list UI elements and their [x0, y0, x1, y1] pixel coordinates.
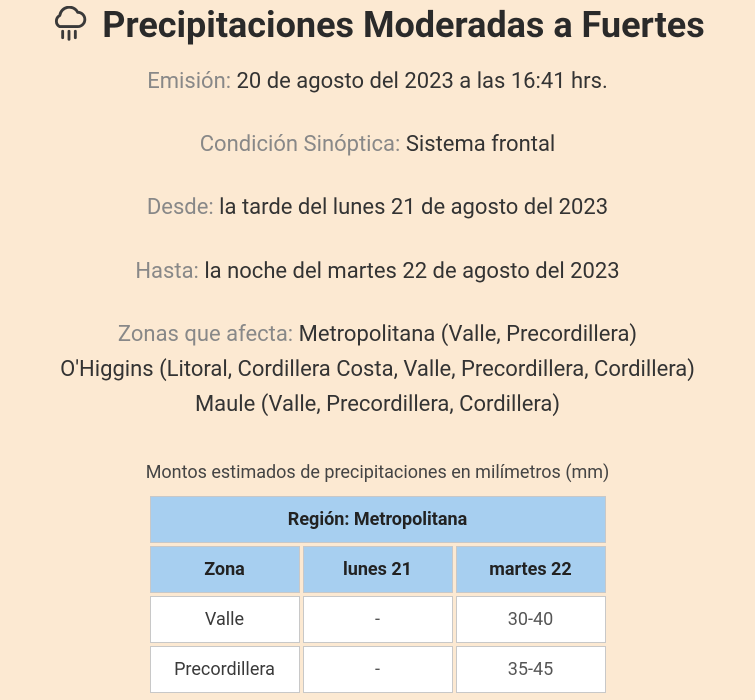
- emission-value: 20 de agosto del 2023 a las 16:41 hrs.: [237, 69, 608, 94]
- col-zone: Zona: [150, 546, 300, 593]
- cell-d2: 30-40: [456, 596, 606, 643]
- precip-table: Región: Metropolitana Zona lunes 21 mart…: [147, 493, 609, 696]
- from-line: Desde: la tarde del lunes 21 de agosto d…: [20, 190, 735, 225]
- rain-cloud-icon: [50, 6, 88, 44]
- until-label: Hasta:: [135, 259, 204, 284]
- zones-value-3: Maule (Valle, Precordillera, Cordillera): [195, 392, 560, 417]
- region-name: Metropolitana: [354, 509, 467, 530]
- from-label: Desde:: [147, 195, 219, 220]
- emission-label: Emisión:: [147, 69, 236, 94]
- cell-d2: 35-45: [456, 646, 606, 693]
- region-prefix: Región:: [288, 509, 354, 530]
- table-section: Montos estimados de precipitaciones en m…: [20, 462, 735, 696]
- zones-value-2: O'Higgins (Litoral, Cordillera Costa, Va…: [60, 357, 695, 382]
- zones-value-1: Metropolitana (Valle, Precordillera): [299, 322, 637, 347]
- title-row: Precipitaciones Moderadas a Fuertes: [20, 0, 735, 46]
- page-title: Precipitaciones Moderadas a Fuertes: [102, 4, 704, 46]
- cell-zone: Valle: [150, 596, 300, 643]
- condition-line: Condición Sinóptica: Sistema frontal: [20, 127, 735, 162]
- from-value: la tarde del lunes 21 de agosto del 2023: [219, 195, 608, 220]
- zones-label: Zonas que afecta:: [118, 322, 299, 347]
- cell-d1: -: [303, 646, 453, 693]
- col-day2: martes 22: [456, 546, 606, 593]
- condition-value: Sistema frontal: [406, 132, 555, 157]
- cell-zone: Precordillera: [150, 646, 300, 693]
- emission-line: Emisión: 20 de agosto del 2023 a las 16:…: [20, 64, 735, 99]
- until-line: Hasta: la noche del martes 22 de agosto …: [20, 254, 735, 289]
- meta-block: Emisión: 20 de agosto del 2023 a las 16:…: [20, 64, 735, 422]
- condition-label: Condición Sinóptica:: [200, 132, 406, 157]
- zones-line: Zonas que afecta: Metropolitana (Valle, …: [20, 317, 735, 423]
- table-caption: Montos estimados de precipitaciones en m…: [20, 462, 735, 483]
- column-header-row: Zona lunes 21 martes 22: [150, 546, 606, 593]
- cell-d1: -: [303, 596, 453, 643]
- table-row: Valle - 30-40: [150, 596, 606, 643]
- until-value: la noche del martes 22 de agosto del 202…: [204, 259, 619, 284]
- region-header: Región: Metropolitana: [150, 496, 606, 543]
- col-day1: lunes 21: [303, 546, 453, 593]
- table-row: Precordillera - 35-45: [150, 646, 606, 693]
